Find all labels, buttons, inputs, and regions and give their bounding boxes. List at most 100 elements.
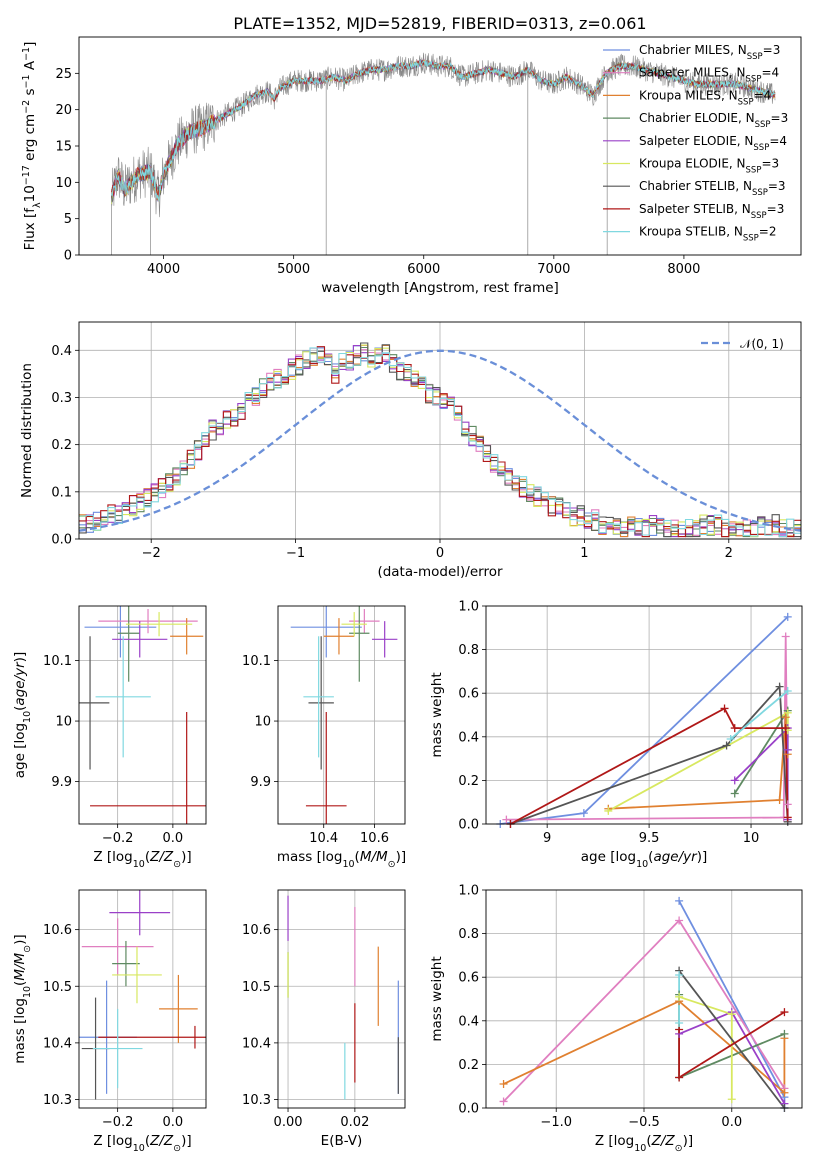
x-tick-label: 0.02 <box>340 1115 369 1130</box>
panel-mass_vs_ebv: 0.00 0.02 10.3 10.4 10.5 10.6 E(B-V) <box>242 889 406 1149</box>
weight-point-marker <box>604 806 613 815</box>
weight-point-marker <box>783 687 792 696</box>
panel-age_vs_mass: 10.4 10.6 9.9 10 10.1 mass [log10(M/M⊙)] <box>242 605 406 870</box>
weight-point-marker <box>775 796 784 805</box>
x-tick-label: 1 <box>580 546 588 561</box>
x-tick-label: 0 <box>436 546 444 561</box>
axes-frame <box>277 889 406 1109</box>
y-tick-label: 10.3 <box>242 1093 271 1108</box>
x-tick-label: 10 <box>743 831 760 846</box>
panel-mass_vs_Z: −0.2 0.0 10.3 10.4 10.5 10.6 Z [log10(Z/Z⊙)] ma… <box>12 889 207 1154</box>
weight-point-marker <box>499 1080 508 1089</box>
weight-point-marker <box>727 1095 736 1104</box>
y-tick-label: 10 <box>55 715 72 730</box>
model-fit-line <box>111 59 776 203</box>
y-tick-label: 10.4 <box>43 1036 72 1051</box>
axes-frame <box>78 889 207 1109</box>
y-axis-label: Flux [fλ10−17 erg cm−2 s−1 A−1] <box>21 42 43 251</box>
x-axis-label: E(B-V) <box>321 1133 363 1149</box>
weight-point-marker <box>730 776 739 785</box>
histogram-step-line <box>79 347 801 538</box>
x-tick-label: 2 <box>725 546 733 561</box>
legend-label: Kroupa ELODIE, NSSP=3 <box>639 157 779 176</box>
x-tick-label: 0.00 <box>274 1115 303 1130</box>
weight-point-marker <box>675 1018 684 1027</box>
y-tick-label: 0.4 <box>458 730 479 745</box>
y-tick-label: 0.2 <box>51 438 72 453</box>
legend-label: Kroupa STELIB, NSSP=2 <box>639 225 777 244</box>
y-axis-label: age [log10(age/yr)] <box>12 652 33 778</box>
y-tick-label: 9.9 <box>250 775 271 790</box>
y-axis-label: mass [log10(M/M⊙)] <box>12 934 33 1063</box>
y-tick-label: 0.0 <box>458 818 479 833</box>
y-tick-label: 10.5 <box>43 980 72 995</box>
normal-reference-curve <box>79 349 801 532</box>
x-tick-label: 0.0 <box>163 1115 184 1130</box>
y-axis-label: Normed distribution <box>19 363 35 498</box>
legend-label: Kroupa MILES, NSSP=4 <box>639 88 771 107</box>
y-tick-label: 0.3 <box>51 391 72 406</box>
plot-area-age_vs_Z <box>79 606 206 824</box>
y-tick-label: 1.0 <box>458 884 479 899</box>
weight-point-marker <box>720 704 729 713</box>
y-axis-label: mass weight <box>429 956 445 1041</box>
panels: 4000 5000 6000 7000 80000510152025wavelength… <box>12 36 803 1154</box>
x-axis-label: Z [log10(Z/Z⊙)] <box>595 1133 693 1154</box>
x-tick-label: 4000 <box>147 262 180 277</box>
x-tick-label: 8000 <box>667 262 700 277</box>
weight-point-marker <box>781 713 790 722</box>
legend-label: 𝒩(0, 1) <box>740 337 784 351</box>
x-tick-label: −0.2 <box>102 831 134 846</box>
x-axis-label: mass [log10(M/M⊙)] <box>277 849 406 870</box>
y-tick-label: 15 <box>55 140 72 155</box>
x-tick-label: 5000 <box>277 262 310 277</box>
y-tick-label: 25 <box>55 67 72 82</box>
y-tick-label: 10.3 <box>43 1093 72 1108</box>
x-tick-label: 10.4 <box>309 831 338 846</box>
y-tick-label: 10.1 <box>43 654 72 669</box>
y-tick-label: 10.1 <box>242 654 271 669</box>
legend-label: Chabrier STELIB, NSSP=3 <box>639 179 786 198</box>
x-tick-label: −0.2 <box>102 1115 134 1130</box>
y-tick-label: 0.8 <box>458 927 479 942</box>
x-tick-label: −1.0 <box>540 1115 572 1130</box>
y-tick-label: 10.5 <box>242 980 271 995</box>
weight-point-marker <box>783 708 792 717</box>
plot-area-mass_vs_ebv <box>287 895 399 1100</box>
axes-frame <box>485 889 803 1109</box>
histogram-step-line <box>79 346 801 538</box>
y-tick-label: 10 <box>55 176 72 191</box>
weight-point-marker <box>675 1073 684 1082</box>
weight-point-marker <box>783 745 792 754</box>
legend-label: Salpeter STELIB, NSSP=3 <box>639 202 784 221</box>
y-tick-label: 1.0 <box>458 600 479 615</box>
weight-series-line <box>678 970 786 1108</box>
legend-label: Chabrier ELODIE, NSSP=3 <box>639 111 788 130</box>
y-tick-label: 0.4 <box>458 1014 479 1029</box>
weight-series-line <box>730 690 789 740</box>
weight-point-marker <box>675 916 684 925</box>
weight-point-marker <box>675 971 684 980</box>
y-tick-label: 0.2 <box>458 1058 479 1073</box>
panel-spectrum: 4000 5000 6000 7000 8000 0 5 10 15 20 25 wavelength… <box>21 36 802 296</box>
x-axis-label: Z [log10(Z/Z⊙)] <box>93 1133 191 1154</box>
plot-area-spectrum <box>111 52 776 255</box>
x-tick-label: 0.0 <box>721 1115 742 1130</box>
legend-label: Chabrier MILES, NSSP=3 <box>639 43 780 62</box>
x-tick-label: 7000 <box>537 262 570 277</box>
weight-point-marker <box>722 741 731 750</box>
x-tick-label: 6000 <box>407 262 440 277</box>
y-tick-label: 0.8 <box>458 643 479 658</box>
axes-frame <box>78 36 802 256</box>
weight-point-marker <box>730 789 739 798</box>
axes-frame <box>485 605 803 825</box>
plot-area-weight_vs_age <box>500 616 789 824</box>
weight-point-marker <box>727 1010 736 1019</box>
x-axis-label: wavelength [Angstrom, rest frame] <box>321 280 559 296</box>
x-tick-label: 10.6 <box>360 831 389 846</box>
x-axis-label: (data-model)/error <box>377 564 503 580</box>
y-tick-label: 0.6 <box>458 687 479 702</box>
weight-point-marker <box>579 809 588 818</box>
x-tick-label: −2 <box>142 546 161 561</box>
